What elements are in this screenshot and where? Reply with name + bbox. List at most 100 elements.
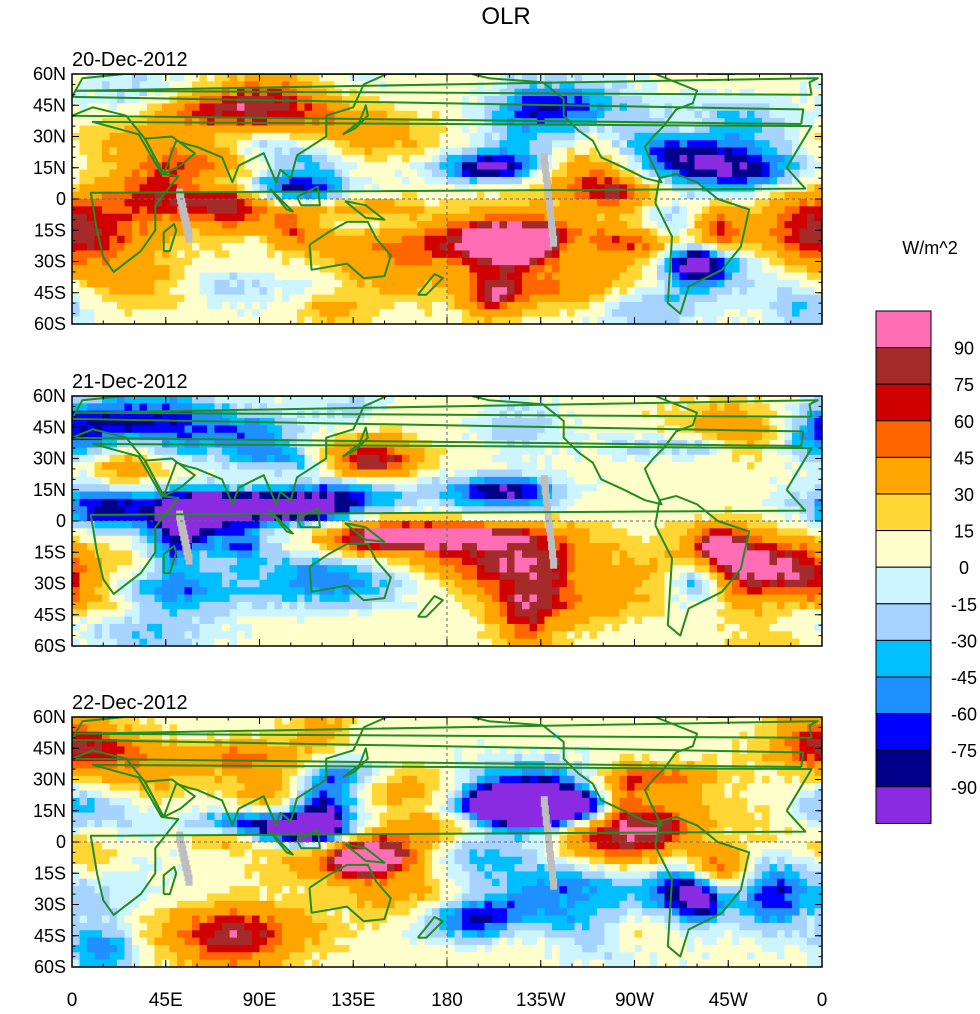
field-cell bbox=[754, 147, 763, 156]
coastline bbox=[89, 120, 813, 273]
field-cell bbox=[72, 301, 81, 310]
field-cell bbox=[709, 125, 718, 134]
field-cell bbox=[79, 287, 88, 296]
field-cell bbox=[334, 235, 343, 244]
field-cell bbox=[762, 432, 771, 441]
field-cell bbox=[469, 228, 478, 237]
field-cell bbox=[289, 169, 298, 178]
field-cell bbox=[492, 228, 501, 237]
field-cell bbox=[334, 316, 343, 324]
field-cell bbox=[124, 491, 133, 500]
field-cell bbox=[657, 454, 666, 463]
field-cell bbox=[799, 191, 808, 200]
field-cell bbox=[717, 287, 726, 296]
field-cell bbox=[72, 476, 81, 485]
field-cell bbox=[394, 418, 403, 427]
field-cell bbox=[477, 110, 486, 119]
field-cell bbox=[424, 257, 433, 266]
field-cell bbox=[387, 447, 396, 456]
field-cell bbox=[544, 154, 553, 163]
field-cell bbox=[147, 432, 156, 441]
field-cell bbox=[672, 132, 681, 141]
field-cell bbox=[694, 147, 703, 156]
field-cell bbox=[334, 206, 343, 215]
field-cell bbox=[499, 279, 508, 288]
field-cell bbox=[372, 176, 381, 185]
field-cell bbox=[769, 199, 778, 207]
field-cell bbox=[567, 316, 576, 324]
field-cell bbox=[747, 257, 756, 266]
field-cell bbox=[747, 469, 756, 478]
field-cell bbox=[72, 316, 81, 324]
field-cell bbox=[552, 103, 561, 112]
field-cell bbox=[154, 309, 163, 318]
field-cell bbox=[747, 440, 756, 449]
field-cell bbox=[282, 199, 291, 207]
field-cell bbox=[529, 425, 538, 434]
field-cell bbox=[124, 147, 133, 156]
field-cell bbox=[117, 301, 126, 310]
field-cell bbox=[739, 309, 748, 318]
field-cell bbox=[417, 316, 426, 324]
field-cell bbox=[184, 454, 193, 463]
field-cell bbox=[124, 199, 133, 207]
field-cell bbox=[132, 316, 141, 324]
field-cell bbox=[387, 125, 396, 134]
field-cell bbox=[402, 301, 411, 310]
field-cell bbox=[762, 176, 771, 185]
field-cell bbox=[327, 294, 336, 303]
field-cell bbox=[754, 425, 763, 434]
field-cell bbox=[514, 147, 523, 156]
field-cell bbox=[327, 316, 336, 324]
field-cell bbox=[754, 110, 763, 119]
field-cell bbox=[109, 279, 118, 288]
field-cell bbox=[439, 74, 448, 82]
field-cell bbox=[237, 147, 246, 156]
field-cell bbox=[634, 191, 643, 200]
field-cell bbox=[717, 125, 726, 134]
field-cell bbox=[409, 250, 418, 259]
field-cell bbox=[267, 199, 276, 207]
field-cell bbox=[297, 309, 306, 318]
field-cell bbox=[754, 309, 763, 318]
field-cell bbox=[619, 96, 628, 105]
field-cell bbox=[147, 454, 156, 463]
field-cell bbox=[402, 235, 411, 244]
field-cell bbox=[462, 162, 471, 171]
field-cell bbox=[814, 140, 822, 149]
field-cell bbox=[169, 462, 178, 471]
field-cell bbox=[484, 184, 493, 193]
field-cell bbox=[252, 228, 261, 237]
field-cell bbox=[499, 110, 508, 119]
field-cell bbox=[754, 199, 763, 207]
field-cell bbox=[709, 279, 718, 288]
field-cell bbox=[574, 462, 583, 471]
field-cell bbox=[237, 484, 246, 493]
field-cell bbox=[334, 484, 343, 493]
field-cell bbox=[627, 257, 636, 266]
field-cell bbox=[807, 103, 816, 112]
field-cell bbox=[237, 235, 246, 244]
field-cell bbox=[222, 228, 231, 237]
field-cell bbox=[319, 162, 328, 171]
field-cell bbox=[552, 279, 561, 288]
field-cell bbox=[439, 199, 448, 207]
field-cell bbox=[319, 96, 328, 105]
field-cell bbox=[672, 447, 681, 456]
field-cell bbox=[777, 425, 786, 434]
field-cell bbox=[522, 425, 531, 434]
field-cell bbox=[537, 432, 546, 441]
field-cell bbox=[522, 447, 531, 456]
field-cell bbox=[132, 272, 141, 281]
field-cell bbox=[447, 140, 456, 149]
field-cell bbox=[319, 316, 328, 324]
field-cell bbox=[327, 447, 336, 456]
field-cell bbox=[679, 469, 688, 478]
field-cell bbox=[379, 316, 388, 324]
field-cell bbox=[514, 221, 523, 230]
field-cell bbox=[717, 228, 726, 237]
field-cell bbox=[582, 162, 591, 171]
field-cell bbox=[799, 118, 808, 127]
field-cell bbox=[754, 462, 763, 471]
field-cell bbox=[492, 96, 501, 105]
